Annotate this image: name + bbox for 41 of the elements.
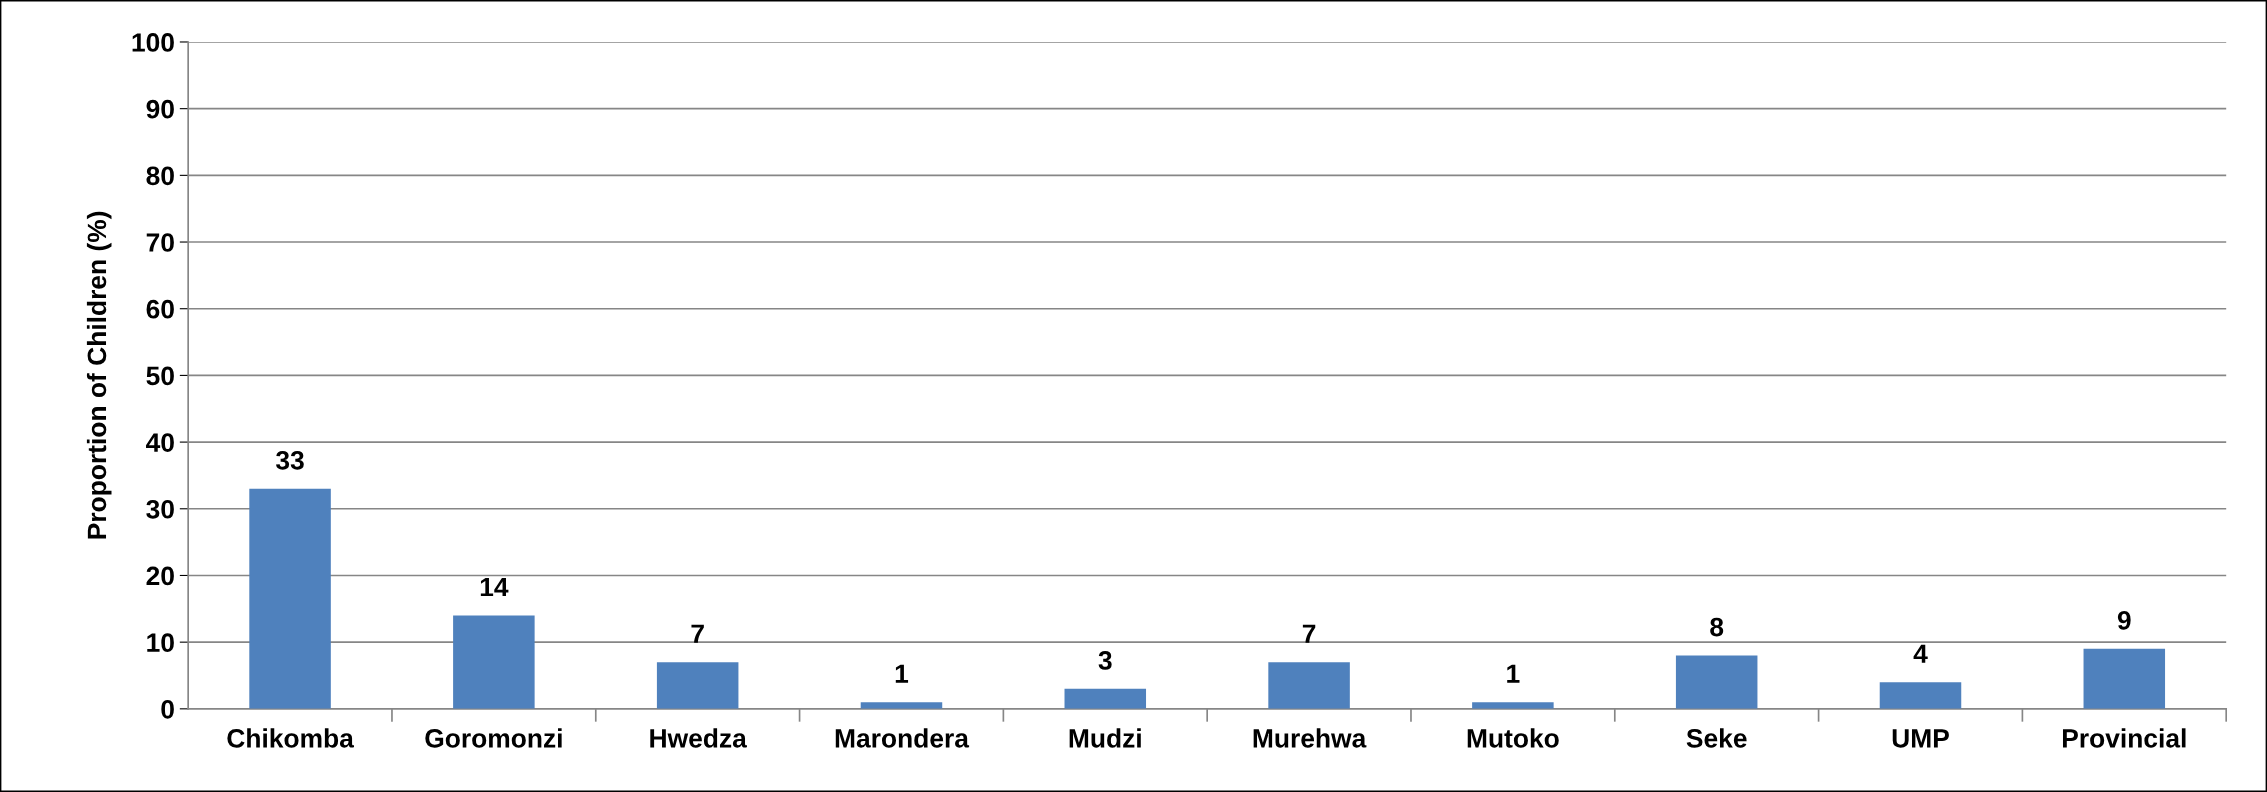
data-label: 7 (691, 624, 704, 643)
data-label: 33 (275, 450, 304, 470)
y-tick-label: 90 (146, 99, 174, 119)
data-label: 9 (2117, 611, 2131, 630)
y-tick-label: 10 (147, 633, 174, 652)
y-axis-title: Proportion of Children (%) (86, 211, 112, 539)
bar (1268, 662, 1350, 709)
x-tick-label: Murehwa (1253, 728, 1367, 748)
y-tick-label: 60 (146, 299, 174, 319)
bar (1472, 702, 1554, 709)
x-tick-label: Seke (1686, 728, 1747, 748)
data-label: 3 (1098, 651, 1112, 670)
bar (453, 615, 535, 709)
data-label: 4 (1913, 644, 1928, 663)
x-tick-label: Mudzi (1069, 728, 1141, 748)
data-label: 8 (1710, 617, 1724, 637)
y-tick-label: 0 (161, 699, 174, 719)
y-tick-label: 70 (146, 233, 174, 252)
data-label: 14 (480, 577, 509, 597)
y-tick-label: 30 (146, 499, 174, 519)
x-tick-label: Goromonzi (425, 728, 562, 748)
x-tick-label: Chikomba (227, 728, 355, 748)
data-label: 1 (1507, 664, 1520, 683)
y-tick-label: 50 (146, 366, 174, 386)
bar (656, 662, 739, 709)
y-tick-label: 20 (146, 566, 174, 586)
data-label: 7 (1302, 624, 1316, 643)
x-tick-label: Hwedza (650, 728, 747, 748)
y-tick-label: 80 (146, 166, 174, 186)
y-tick-label: 100 (132, 33, 174, 52)
x-tick-label: Mutoko (1467, 728, 1559, 748)
bar (2083, 648, 2166, 709)
bar (1064, 688, 1147, 709)
x-tick-label: Marondera (835, 728, 970, 748)
x-tick-label: Provincial (2062, 728, 2186, 748)
bar (249, 488, 331, 709)
bar (1879, 682, 1962, 709)
y-tick-label: 40 (146, 433, 174, 452)
x-tick-label: UMP (1892, 729, 1949, 748)
data-label: 1 (895, 664, 909, 683)
bar (1675, 655, 1758, 709)
